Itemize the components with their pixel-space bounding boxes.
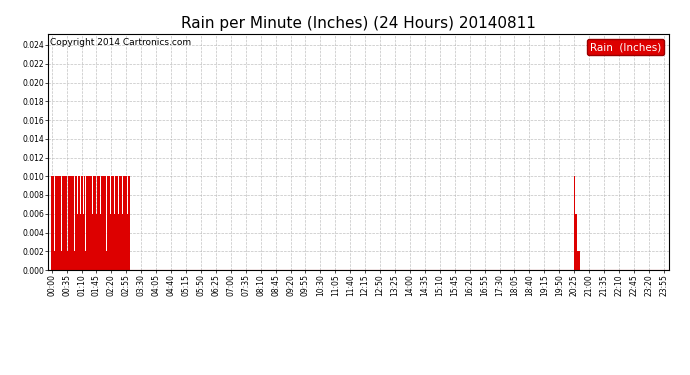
Text: Copyright 2014 Cartronics.com: Copyright 2014 Cartronics.com xyxy=(50,39,190,48)
Title: Rain per Minute (Inches) (24 Hours) 20140811: Rain per Minute (Inches) (24 Hours) 2014… xyxy=(181,16,536,31)
Legend: Rain  (Inches): Rain (Inches) xyxy=(586,39,664,55)
